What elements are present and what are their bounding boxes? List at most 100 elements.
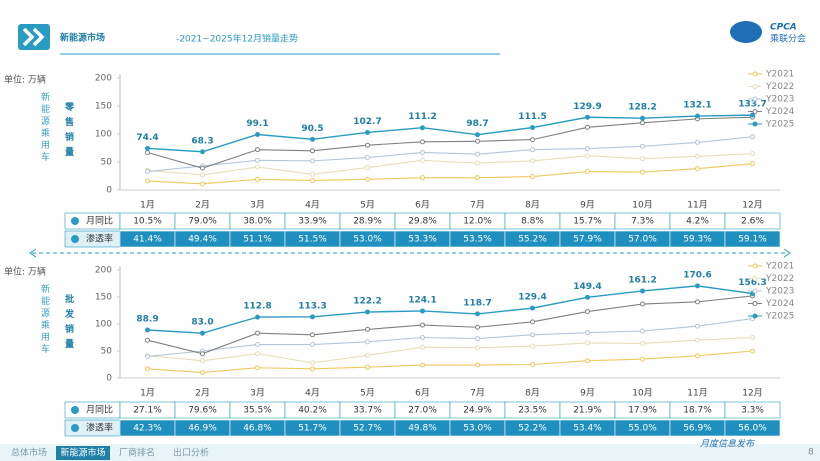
point xyxy=(475,324,480,330)
point xyxy=(365,339,370,345)
point xyxy=(750,151,755,157)
table-value: 33.9% xyxy=(298,217,327,227)
point xyxy=(475,336,480,342)
point xyxy=(255,314,260,320)
point xyxy=(365,326,370,332)
table-value: 59.3% xyxy=(683,235,712,245)
legend-label: Y2022 xyxy=(765,82,794,92)
table-value: 56.0% xyxy=(738,424,767,434)
legend-label: Y2025 xyxy=(765,120,794,130)
chart-title: 批发销量 xyxy=(63,293,75,354)
y-tick-label: 0 xyxy=(106,186,112,196)
data-label: 111.2 xyxy=(408,112,436,122)
point xyxy=(530,362,535,367)
point xyxy=(695,337,700,343)
x-tick-label: 5月 xyxy=(360,200,375,211)
x-tick-label: 4月 xyxy=(305,388,320,399)
series-line xyxy=(147,295,753,355)
logo-sub: 乘联分会 xyxy=(770,33,806,45)
x-tick-label: 8月 xyxy=(525,388,540,399)
table-cell xyxy=(724,230,781,248)
series-line xyxy=(147,116,753,169)
point xyxy=(475,175,480,181)
table-value: 53.5% xyxy=(463,235,492,245)
point xyxy=(310,314,315,320)
point xyxy=(310,342,315,348)
point xyxy=(640,288,645,294)
y-tick-label: 150 xyxy=(95,293,112,303)
series-line xyxy=(147,285,753,334)
point xyxy=(585,169,590,175)
data-label: 111.5 xyxy=(518,112,546,122)
x-tick-label: 4月 xyxy=(305,200,320,211)
table-cell xyxy=(724,419,781,437)
data-label: 128.2 xyxy=(628,103,656,113)
point xyxy=(695,299,700,305)
point xyxy=(420,362,425,368)
point xyxy=(145,366,150,372)
point xyxy=(200,181,205,187)
point xyxy=(255,351,260,357)
point xyxy=(310,136,315,142)
table-value: 12.0% xyxy=(463,217,492,227)
table-value: 27.0% xyxy=(408,406,437,416)
series-line xyxy=(147,153,753,176)
point xyxy=(255,157,260,163)
legend-marker xyxy=(752,71,758,77)
point xyxy=(530,343,535,349)
point xyxy=(585,340,590,346)
unit-label: 单位: 万辆 xyxy=(4,266,46,278)
y-tick-label: 50 xyxy=(101,158,113,168)
point xyxy=(475,160,480,166)
point xyxy=(750,134,755,140)
table-value: 35.5% xyxy=(243,406,272,416)
point xyxy=(585,358,590,364)
table-value: 55.2% xyxy=(518,235,547,245)
point xyxy=(640,356,645,362)
point xyxy=(255,176,260,182)
data-label: 133.7 xyxy=(738,100,766,110)
x-tick-label: 11月 xyxy=(687,200,707,211)
table-value: 15.7% xyxy=(573,217,602,227)
point xyxy=(365,129,370,135)
table-value: 57.0% xyxy=(628,235,657,245)
point xyxy=(695,113,700,119)
point xyxy=(640,115,645,121)
point xyxy=(530,137,535,143)
point xyxy=(420,344,425,350)
point xyxy=(420,308,425,314)
data-label: 118.7 xyxy=(463,298,491,308)
data-label: 74.4 xyxy=(136,133,158,143)
point xyxy=(640,143,645,149)
data-label: 132.1 xyxy=(683,101,711,111)
data-label: 170.6 xyxy=(683,270,711,280)
table-value: 28.9% xyxy=(353,217,382,227)
footer: 8 月度信息发布 xyxy=(0,439,820,461)
table-value: 57.9% xyxy=(573,235,602,245)
series-line xyxy=(147,163,753,185)
point xyxy=(145,337,150,343)
table-value: 55.0% xyxy=(628,424,657,434)
x-tick-label: 11月 xyxy=(687,388,707,399)
point xyxy=(365,142,370,148)
point xyxy=(255,342,260,348)
table-value: 53.0% xyxy=(463,424,492,434)
point xyxy=(585,124,590,130)
series-line xyxy=(147,350,753,374)
y-tick-label: 100 xyxy=(95,320,112,330)
series-line xyxy=(147,114,753,153)
point xyxy=(475,138,480,144)
data-label: 102.7 xyxy=(353,117,381,127)
table-value: 29.8% xyxy=(408,217,437,227)
series-line xyxy=(147,318,753,357)
x-tick-label: 12月 xyxy=(742,388,762,399)
point xyxy=(750,348,755,354)
row-icon xyxy=(71,424,79,432)
data-label: 113.3 xyxy=(298,301,326,311)
point xyxy=(420,175,425,181)
legend-label: Y2021 xyxy=(765,262,794,272)
legend-label: Y2022 xyxy=(765,274,794,284)
table-value: 7.3% xyxy=(631,217,654,227)
x-tick-label: 2月 xyxy=(195,200,210,211)
table-value: 53.0% xyxy=(353,235,382,245)
